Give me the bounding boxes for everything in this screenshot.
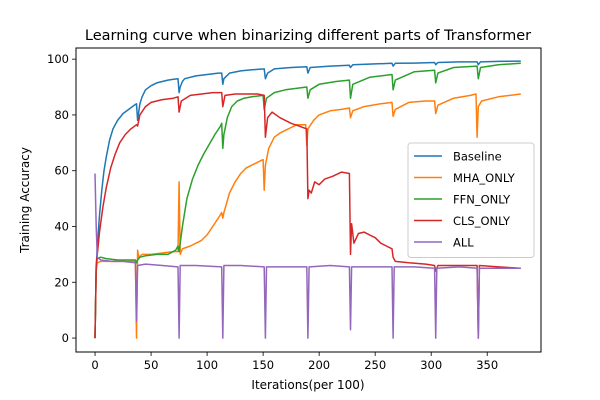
y-axis-label: Training Accuracy [18,147,32,254]
x-tick-label: 200 [308,358,330,372]
legend-label: Baseline [453,150,502,164]
x-tick-label: 150 [252,358,274,372]
legend-label: ALL [453,236,474,250]
series-line-baseline [94,60,521,339]
legend-box [407,142,535,258]
x-tick-label: 50 [144,358,159,372]
y-tick-label: 40 [54,219,69,233]
y-tick-label: 20 [54,275,69,289]
series-line-cls-only [94,91,521,339]
y-tick-label: 100 [47,52,69,66]
y-tick-label: 80 [54,108,69,122]
x-tick-label: 250 [364,358,386,372]
axes-frame [75,47,542,353]
series-line-all [94,173,521,339]
y-tick-label: 60 [54,164,69,178]
y-tick-label: 0 [62,331,69,345]
legend-label: FFN_ONLY [453,193,511,207]
legend-label: CLS_ONLY [453,214,511,228]
x-axis-label: Iterations(per 100) [251,378,364,392]
x-tick-label: 350 [476,358,498,372]
legend: Baseline MHA_ONLY FFN_ONLY CLS_ONLY ALL [407,142,535,258]
x-tick-label: 100 [196,358,218,372]
y-axis-ticks: 0 20 40 60 80 100 [47,52,76,345]
series-line-ffn-only [94,62,521,339]
x-tick-label: 300 [420,358,442,372]
plot-lines [94,60,521,339]
x-axis-ticks: 0 50 100 150 200 250 300 350 [91,352,498,372]
x-tick-label: 0 [91,358,98,372]
chart-title: Learning curve when binarizing different… [85,28,531,44]
legend-label: MHA_ONLY [453,171,516,185]
